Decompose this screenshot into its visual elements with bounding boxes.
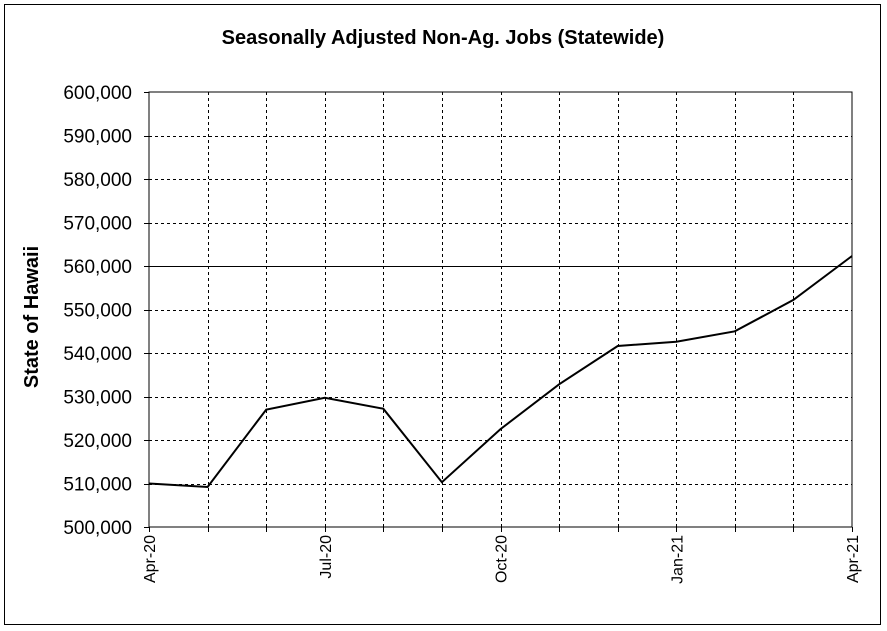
x-tick-label: Jul-20 — [318, 535, 335, 579]
y-axis-label: State of Hawaii — [21, 246, 43, 388]
y-tick-label: 580,000 — [63, 170, 132, 191]
chart-title: Seasonally Adjusted Non-Ag. Jobs (Statew… — [222, 27, 665, 49]
x-tick-label: Oct-20 — [494, 535, 511, 583]
y-tick-label: 510,000 — [63, 475, 132, 496]
x-tick-label: Apr-21 — [845, 535, 862, 583]
y-tick-label: 560,000 — [63, 257, 132, 278]
series-group — [148, 255, 853, 489]
y-tick-label: 530,000 — [63, 388, 132, 409]
y-tick-label: 500,000 — [63, 518, 132, 539]
plot-area-border — [148, 91, 853, 528]
y-tick-label: 590,000 — [63, 127, 132, 148]
y-tick-label: 550,000 — [63, 301, 132, 322]
x-tick-labels: Apr-20 Jul-20 Oct-20 Jan-21 Apr-21 — [142, 527, 862, 584]
y-tick-label: 570,000 — [63, 214, 132, 235]
y-tick-label: 600,000 — [63, 83, 132, 104]
series-line — [148, 255, 853, 489]
y-tick-labels: 500,000 510,000 520,000 530,000 540,000 550,0… — [63, 83, 149, 539]
grid-lines — [149, 92, 852, 527]
x-tick-label: Apr-20 — [142, 535, 159, 583]
y-tick-label: 540,000 — [63, 344, 132, 365]
x-tick-label: Jan-21 — [669, 535, 686, 584]
y-tick-label: 520,000 — [63, 431, 132, 452]
